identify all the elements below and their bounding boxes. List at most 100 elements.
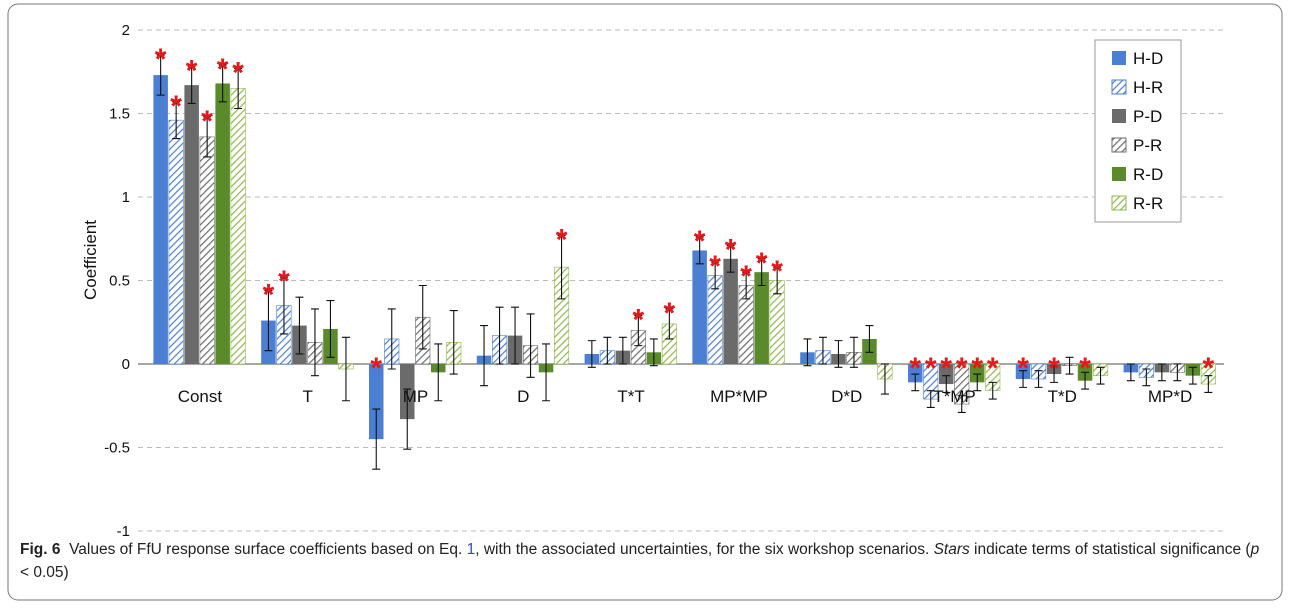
significance-star: * — [263, 279, 275, 312]
error-bar — [757, 258, 766, 287]
error-bar — [557, 234, 566, 300]
y-tick-label: 1 — [122, 189, 130, 206]
caption-text: indicate terms of statistical significan… — [969, 541, 1251, 558]
significance-star: * — [909, 352, 921, 385]
legend-swatch — [1112, 109, 1126, 123]
x-tick-label: D*D — [831, 387, 862, 406]
bar — [215, 83, 230, 364]
error-bar — [942, 375, 951, 393]
bar — [970, 364, 985, 383]
significance-star: * — [664, 297, 676, 330]
legend-label: P-D — [1133, 107, 1162, 126]
error-bar — [880, 363, 889, 395]
error-bar — [1081, 371, 1090, 390]
error-bar — [1126, 363, 1135, 382]
error-bar — [418, 284, 427, 350]
error-bar — [1034, 370, 1043, 388]
bar — [199, 136, 215, 365]
error-bar — [1019, 370, 1028, 388]
x-tick-label: D — [517, 387, 529, 406]
y-tick-label: 0.5 — [109, 273, 130, 290]
legend-label: P-R — [1133, 136, 1162, 155]
x-tick-label: T*MP — [933, 387, 976, 406]
error-bar — [172, 101, 181, 140]
significance-star: * — [370, 352, 382, 385]
error-bar — [695, 236, 704, 265]
significance-star: * — [940, 352, 952, 385]
significance-star: * — [987, 352, 999, 385]
significance-star: * — [1017, 352, 1029, 385]
legend-swatch — [1111, 79, 1127, 95]
significance-star: * — [278, 265, 290, 298]
error-bar — [1096, 366, 1105, 385]
caption-label: Fig. 6 — [20, 541, 61, 558]
error-bar — [834, 340, 843, 368]
error-bar — [803, 338, 812, 367]
error-bar — [279, 276, 288, 335]
y-tick-label: 0 — [122, 356, 130, 373]
significance-star: * — [925, 352, 937, 385]
significance-star: * — [694, 225, 706, 258]
caption-link[interactable]: 1 — [466, 541, 476, 558]
legend-swatch — [1111, 195, 1127, 211]
significance-star: * — [756, 247, 768, 280]
error-bar — [295, 296, 304, 355]
x-tick-label: T — [303, 387, 313, 406]
error-bar — [587, 340, 596, 368]
error-bar — [988, 381, 997, 400]
error-bar — [957, 395, 966, 413]
significance-star: * — [186, 55, 198, 88]
x-tick-label: T*D — [1048, 387, 1077, 406]
error-bar — [742, 271, 751, 300]
significance-star: * — [155, 43, 167, 76]
bar — [692, 250, 707, 364]
significance-star: * — [709, 250, 721, 283]
error-bar — [711, 261, 720, 290]
error-bar — [218, 64, 227, 103]
error-bar — [926, 390, 935, 408]
y-tick-label: -0.5 — [104, 440, 130, 457]
caption-text: Values of FfU response surface coefficie… — [69, 541, 467, 558]
significance-star: * — [170, 90, 182, 123]
error-bar — [726, 244, 735, 273]
legend-box — [1094, 39, 1182, 223]
significance-star: * — [1048, 352, 1060, 385]
x-tick-label: T*T — [617, 387, 644, 406]
significance-star: * — [740, 260, 752, 293]
significance-star: * — [232, 56, 244, 89]
error-bar — [434, 343, 443, 402]
error-bar — [973, 373, 982, 392]
error-bar — [187, 66, 196, 105]
significance-star: * — [1203, 352, 1215, 385]
error-bar — [310, 308, 319, 377]
error-bar — [341, 336, 350, 402]
legend-swatch — [1111, 137, 1127, 153]
x-tick-label: MP*MP — [710, 387, 768, 406]
error-bar — [264, 289, 273, 352]
caption-text: , with the associated uncertainties, for… — [475, 541, 934, 558]
error-bar — [618, 336, 627, 365]
legend-label: R-D — [1133, 165, 1163, 184]
error-bar — [234, 67, 243, 110]
y-tick-label: 2 — [122, 22, 130, 39]
error-bar — [1065, 356, 1074, 375]
error-bar — [526, 313, 535, 378]
error-bar — [1050, 365, 1059, 383]
bar — [939, 364, 954, 385]
bar — [153, 75, 168, 364]
error-bar — [449, 310, 458, 375]
error-bar — [372, 408, 381, 470]
error-bar — [865, 325, 874, 353]
error-bar — [649, 338, 658, 367]
caption-text: p — [1250, 541, 1260, 558]
caption: Fig. 6 Values of FfU response surface co… — [20, 538, 1260, 584]
error-bar — [634, 315, 643, 347]
significance-star: * — [971, 352, 983, 385]
error-bar — [387, 308, 396, 370]
bar — [168, 119, 184, 365]
error-bar — [603, 336, 612, 365]
significance-star: * — [217, 53, 229, 86]
error-bar — [542, 343, 551, 402]
significance-star: * — [725, 233, 737, 266]
